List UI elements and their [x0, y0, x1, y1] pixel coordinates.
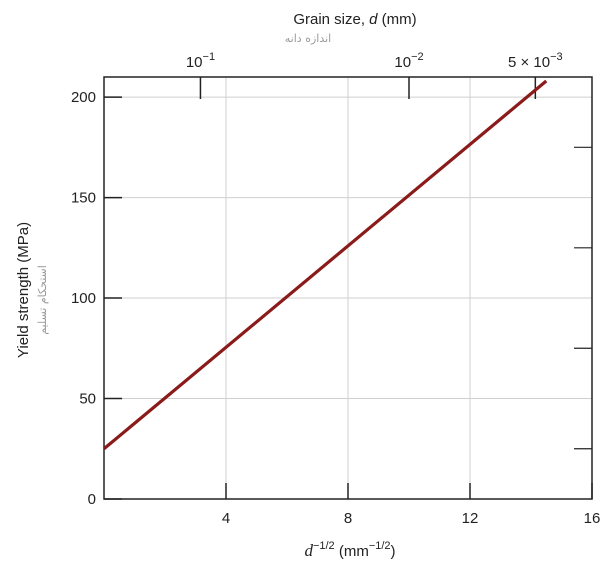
y-tick-label: 100: [71, 290, 96, 307]
axis-ticks: [104, 77, 593, 500]
y-tick-label: 150: [71, 190, 96, 207]
y-axis-title: Yield strength (MPa): [15, 222, 32, 358]
x-axis-title: d−1/2 (mm−1/2): [304, 540, 395, 560]
x-tick-label: 8: [344, 510, 352, 527]
top-tick-label: 10−2: [394, 51, 423, 71]
top-tick-label: 10−1: [186, 51, 215, 71]
top-tick-label: 5 × 10−3: [508, 51, 563, 71]
grid-lines: [104, 77, 592, 499]
x-tick-label: 12: [462, 510, 479, 527]
y-tick-label: 50: [79, 391, 96, 408]
x-tick-label: 16: [584, 510, 601, 527]
series-line-0: [102, 79, 548, 450]
y-tick-label: 0: [88, 491, 96, 508]
tick-labels: 4 8 12 16 0 50 100 150 200 10−1 10−2 5 × 10−3: [71, 51, 600, 527]
y-tick-label: 200: [71, 89, 96, 106]
top-axis-annotation: اندازه دانه: [285, 32, 331, 45]
x-tick-label: 4: [222, 510, 230, 527]
top-axis-title: Grain size, d (mm): [293, 11, 416, 28]
series-layer: [102, 79, 548, 450]
y-axis-annotation: استحکام تسلیم: [36, 265, 49, 335]
